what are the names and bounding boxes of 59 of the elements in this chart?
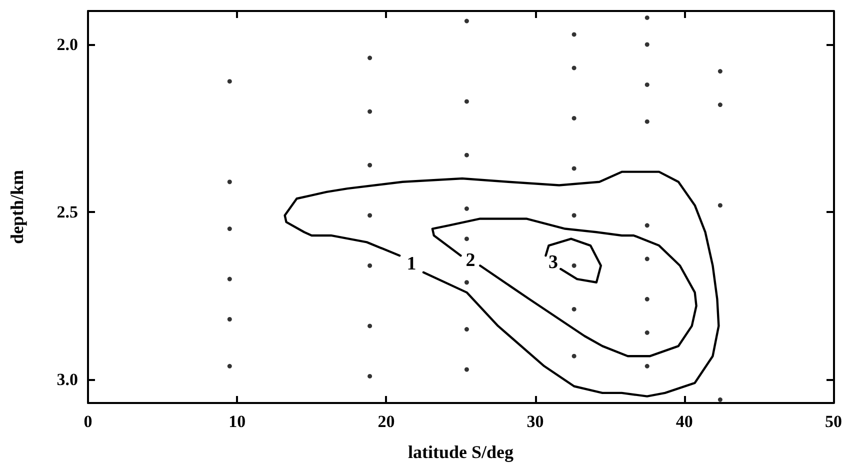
x-tick-label: 40: [676, 412, 693, 431]
annotation: 1: [406, 253, 416, 274]
point: [464, 206, 469, 211]
annotation: 3: [548, 252, 558, 273]
x-tick-label: 0: [84, 412, 92, 431]
x-tick-label: 10: [228, 412, 246, 431]
point: [368, 263, 372, 268]
point: [368, 162, 372, 168]
point: [227, 276, 232, 282]
point: [227, 226, 232, 232]
point: [572, 354, 576, 358]
point: [718, 69, 722, 74]
point: [572, 213, 576, 218]
point: [464, 152, 469, 158]
point: [644, 330, 650, 335]
line-series: [284, 170, 720, 398]
point: [572, 66, 576, 70]
point: [227, 316, 232, 322]
point: [227, 79, 232, 84]
point: [227, 180, 232, 184]
y-tick-label: 2.5: [56, 202, 78, 222]
point: [644, 15, 650, 20]
point: [644, 119, 650, 124]
y-tick-label: 3.0: [56, 370, 78, 390]
point: [718, 102, 722, 108]
point: [572, 263, 576, 268]
point: [464, 99, 469, 104]
point: [368, 213, 372, 218]
point: [572, 166, 576, 171]
point: [644, 82, 650, 87]
point: [644, 364, 650, 368]
point: [227, 364, 232, 368]
line-series: [544, 238, 602, 284]
point: [718, 397, 722, 402]
point: [464, 18, 469, 24]
point: [368, 56, 372, 60]
point: [572, 32, 576, 37]
point: [644, 256, 650, 262]
point: [464, 280, 469, 285]
point: [718, 203, 722, 208]
x-tick-label: 30: [526, 412, 544, 431]
point: [368, 374, 372, 378]
point: [464, 367, 469, 372]
point: [368, 109, 372, 114]
line-series: [431, 218, 698, 358]
point: [572, 306, 576, 312]
point: [464, 236, 469, 242]
point: [368, 324, 372, 328]
x-axis-title: latitude S/deg: [408, 442, 514, 462]
point: [644, 42, 650, 47]
x-tick-label: 20: [378, 412, 395, 431]
point: [644, 296, 650, 302]
x-tick-label: 50: [825, 412, 842, 431]
y-tick-label: 2.0: [56, 35, 78, 54]
point: [572, 116, 576, 120]
annotation: 2: [466, 250, 476, 272]
point: [464, 327, 469, 332]
point: [644, 223, 650, 228]
y-axis-title: depth/km: [7, 170, 27, 244]
